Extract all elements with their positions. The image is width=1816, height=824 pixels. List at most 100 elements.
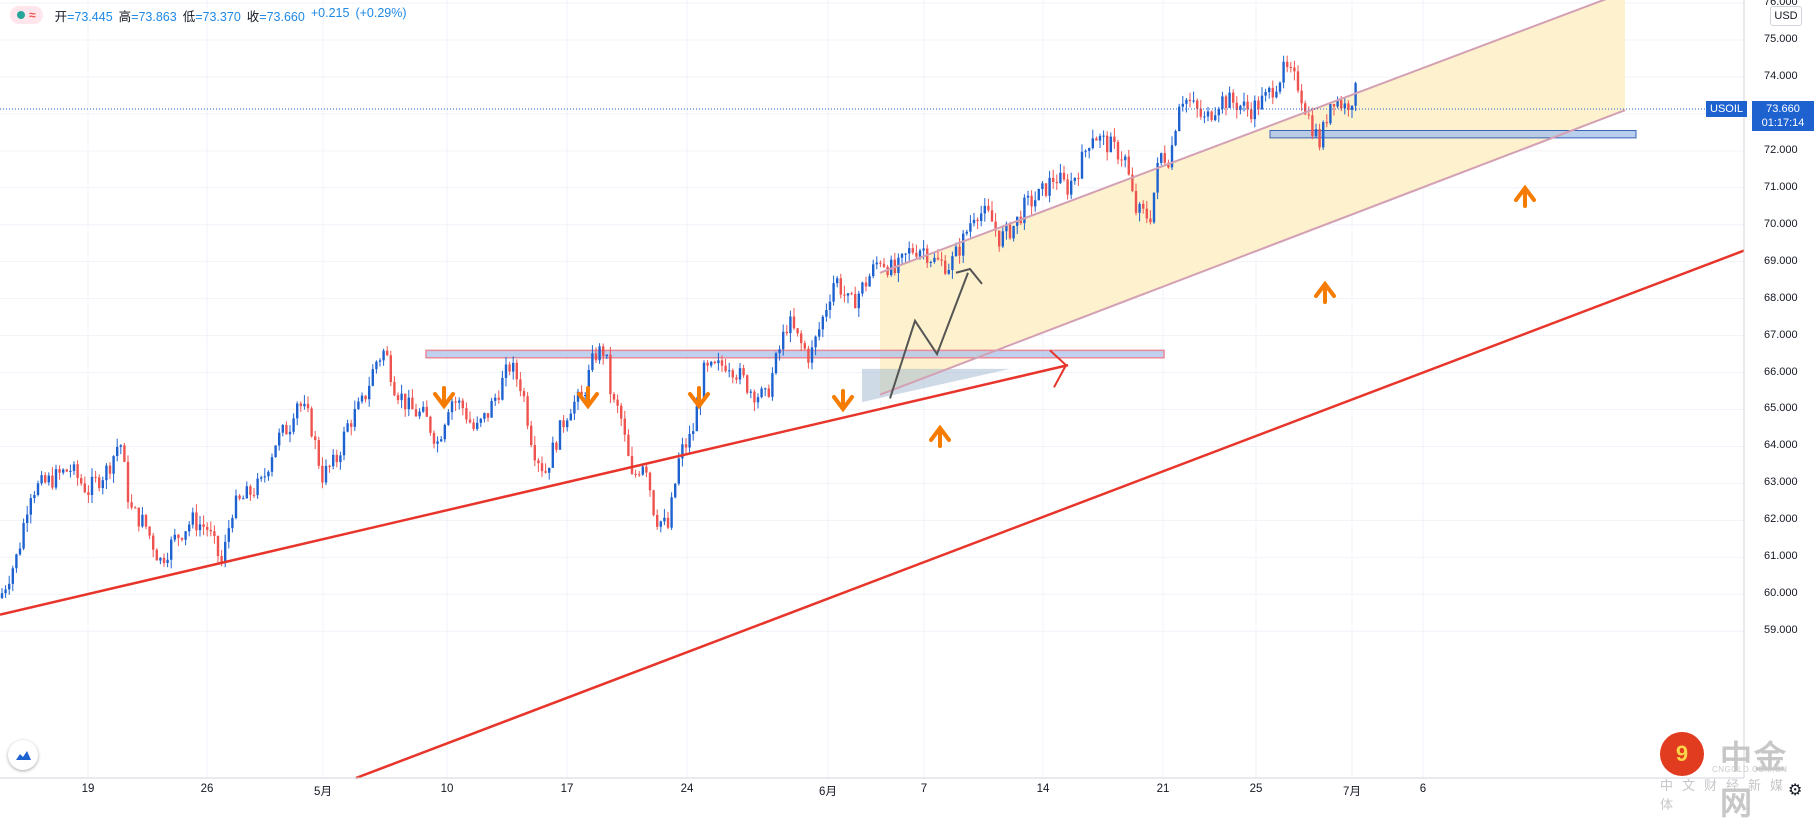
- zigzag-projection: [889, 272, 969, 399]
- candle-body: [1314, 129, 1318, 137]
- candle-body: [134, 507, 137, 509]
- candle-body: [429, 416, 432, 433]
- candle-body: [29, 498, 32, 515]
- symbol-tag: USOIL: [1706, 101, 1748, 117]
- resistance-zone: [425, 349, 1165, 359]
- candle-body: [353, 409, 356, 427]
- candle-body: [911, 248, 914, 253]
- candle-body: [486, 413, 490, 418]
- candle-body: [184, 531, 187, 540]
- date-tick-label: 14: [1036, 783, 1050, 795]
- rising-channel: [880, 0, 1625, 395]
- candle-body: [508, 364, 511, 372]
- chart-drawings-front: [0, 0, 1745, 780]
- candle-body: [1077, 177, 1080, 179]
- candle-body: [360, 395, 364, 402]
- candle-body: [216, 536, 220, 557]
- price-tick-label: 66.000: [1764, 365, 1798, 378]
- candle-body: [515, 362, 518, 380]
- candle-body: [461, 400, 464, 409]
- price-chart[interactable]: [0, 0, 1816, 804]
- candle-body: [576, 391, 580, 402]
- orange-arrow-down-4: [832, 389, 854, 413]
- candle-body: [1286, 61, 1289, 67]
- price-tick-label: 61.000: [1764, 550, 1798, 563]
- candle-body: [1192, 100, 1195, 102]
- status-dot-icon: [17, 11, 25, 19]
- candle-body: [519, 379, 522, 392]
- currency-button[interactable]: USD: [1770, 6, 1802, 26]
- candle-body: [1307, 114, 1310, 116]
- candle-body: [573, 401, 576, 414]
- candle-body: [807, 348, 810, 363]
- candle-body: [713, 361, 716, 364]
- candle-body: [1163, 153, 1166, 163]
- candle-body: [767, 388, 770, 397]
- candle-body: [742, 368, 745, 376]
- candle-body: [47, 475, 50, 483]
- candle-body: [994, 221, 997, 231]
- candle-body: [998, 230, 1001, 247]
- candle-body: [155, 549, 158, 561]
- candle-body: [144, 514, 148, 527]
- countdown-value: 01:17:14: [1761, 117, 1805, 129]
- candle-body: [594, 353, 598, 361]
- candle-body: [22, 523, 25, 549]
- candle-body: [1091, 138, 1094, 149]
- candle-body: [130, 502, 133, 508]
- candle-body: [1084, 150, 1087, 152]
- candle-body: [454, 401, 457, 403]
- candle-body: [245, 486, 248, 499]
- price-tick-label: 68.000: [1764, 291, 1798, 304]
- candle-body: [1250, 109, 1253, 120]
- candle-body: [76, 464, 79, 479]
- candle-body: [1152, 192, 1156, 223]
- candle-body: [569, 413, 572, 421]
- watermark-logo-icon: 9: [1660, 732, 1704, 776]
- candle-body: [1023, 197, 1026, 224]
- candle-body: [0, 593, 4, 598]
- candle-body: [87, 492, 90, 496]
- candle-body: [922, 248, 925, 251]
- candle-body: [40, 475, 43, 484]
- date-tick-label: 6: [1419, 783, 1427, 795]
- tradingview-logo[interactable]: [8, 740, 38, 770]
- candle-body: [1210, 111, 1213, 121]
- candle-body: [854, 294, 857, 309]
- candle-body: [810, 347, 814, 363]
- gear-icon[interactable]: ⚙: [1788, 782, 1803, 799]
- candle-body: [1062, 172, 1066, 180]
- candle-body: [36, 483, 40, 495]
- candle-body: [976, 219, 979, 222]
- candle-body: [548, 467, 551, 473]
- candle-body: [789, 316, 792, 334]
- date-tick-label: 17: [560, 783, 574, 795]
- candle-body: [274, 445, 277, 458]
- candle-body: [443, 424, 446, 440]
- candle-body: [623, 418, 626, 435]
- candle-body: [641, 466, 644, 475]
- candle-body: [890, 259, 893, 276]
- candle-body: [1340, 99, 1343, 109]
- candle-body: [1325, 122, 1328, 124]
- candle-body: [58, 469, 61, 473]
- price-tick-label: 64.000: [1764, 439, 1798, 452]
- candle-body: [65, 469, 68, 472]
- candle-body: [717, 360, 720, 364]
- candle-body: [458, 400, 461, 403]
- candle-body: [771, 373, 774, 397]
- date-tick-label: 26: [200, 783, 214, 795]
- candle-body: [407, 397, 410, 410]
- candle-body: [141, 514, 144, 527]
- candle-body: [1275, 91, 1278, 98]
- candle-body: [375, 361, 378, 370]
- date-tick-label: 10: [440, 783, 454, 795]
- candle-body: [821, 316, 824, 330]
- candle-body: [1170, 145, 1174, 168]
- indicator-toggle[interactable]: ≈: [10, 6, 43, 24]
- candle-body: [1221, 96, 1224, 109]
- candle-body: [494, 397, 497, 401]
- last-price-tag: 73.660 01:17:14: [1752, 101, 1814, 131]
- candle-body: [51, 475, 54, 488]
- candle-body: [1347, 103, 1350, 110]
